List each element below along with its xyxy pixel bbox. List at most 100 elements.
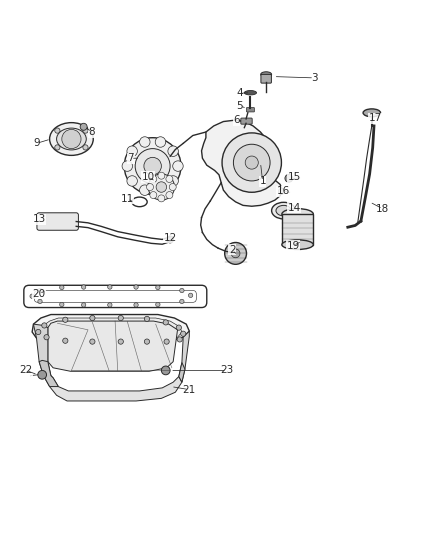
Text: 16: 16 xyxy=(277,187,290,196)
Circle shape xyxy=(135,149,170,183)
Polygon shape xyxy=(201,120,283,206)
Circle shape xyxy=(168,146,178,156)
Polygon shape xyxy=(179,362,185,382)
Circle shape xyxy=(38,299,42,304)
Circle shape xyxy=(60,285,64,289)
Circle shape xyxy=(83,128,88,133)
Circle shape xyxy=(166,191,173,199)
Ellipse shape xyxy=(282,240,313,249)
Circle shape xyxy=(108,285,112,289)
Text: 12: 12 xyxy=(163,233,177,243)
Ellipse shape xyxy=(363,109,381,117)
Circle shape xyxy=(63,317,68,322)
Circle shape xyxy=(62,130,81,149)
FancyBboxPatch shape xyxy=(247,108,254,112)
Circle shape xyxy=(166,236,173,243)
Circle shape xyxy=(35,329,41,335)
Circle shape xyxy=(83,145,88,150)
Text: 15: 15 xyxy=(287,172,301,182)
Circle shape xyxy=(80,123,87,130)
Circle shape xyxy=(134,285,138,289)
Circle shape xyxy=(145,339,150,344)
Circle shape xyxy=(188,293,193,297)
Circle shape xyxy=(155,185,166,196)
Circle shape xyxy=(173,161,183,171)
Circle shape xyxy=(180,331,186,336)
Circle shape xyxy=(155,137,166,147)
Circle shape xyxy=(38,288,42,293)
Text: 14: 14 xyxy=(287,203,301,213)
Circle shape xyxy=(118,316,124,321)
Circle shape xyxy=(127,146,138,156)
Circle shape xyxy=(245,156,258,169)
Polygon shape xyxy=(49,376,182,401)
Circle shape xyxy=(44,335,49,340)
Circle shape xyxy=(166,175,173,182)
Circle shape xyxy=(122,161,133,171)
Text: 7: 7 xyxy=(127,153,134,163)
Circle shape xyxy=(158,172,165,179)
Text: 13: 13 xyxy=(32,214,46,224)
Circle shape xyxy=(81,285,86,289)
Ellipse shape xyxy=(276,205,291,216)
Circle shape xyxy=(108,303,112,307)
Text: 10: 10 xyxy=(142,172,155,182)
Text: 2: 2 xyxy=(229,245,235,255)
Circle shape xyxy=(145,316,150,321)
Text: 9: 9 xyxy=(33,139,40,148)
Text: 18: 18 xyxy=(376,204,389,214)
Circle shape xyxy=(169,183,176,190)
Circle shape xyxy=(158,195,165,202)
Polygon shape xyxy=(48,321,177,372)
Text: 20: 20 xyxy=(32,288,46,298)
Ellipse shape xyxy=(272,203,296,219)
Ellipse shape xyxy=(57,128,86,150)
Circle shape xyxy=(63,338,68,343)
Circle shape xyxy=(140,185,150,196)
Text: 21: 21 xyxy=(183,385,196,394)
Circle shape xyxy=(55,128,60,133)
Text: 22: 22 xyxy=(19,366,33,375)
Circle shape xyxy=(60,302,64,306)
Circle shape xyxy=(144,157,161,175)
Circle shape xyxy=(155,285,160,289)
Circle shape xyxy=(90,316,95,321)
Polygon shape xyxy=(282,214,313,245)
Polygon shape xyxy=(39,318,182,341)
Circle shape xyxy=(222,133,282,192)
Polygon shape xyxy=(39,360,58,386)
Ellipse shape xyxy=(244,91,257,95)
Circle shape xyxy=(231,249,240,258)
FancyBboxPatch shape xyxy=(37,213,78,230)
Circle shape xyxy=(168,176,178,186)
Circle shape xyxy=(90,339,95,344)
Circle shape xyxy=(42,323,47,328)
Circle shape xyxy=(134,303,138,307)
Circle shape xyxy=(38,370,46,379)
Circle shape xyxy=(124,138,181,195)
Text: 8: 8 xyxy=(88,127,95,137)
FancyBboxPatch shape xyxy=(261,75,272,83)
Text: 1: 1 xyxy=(259,176,266,187)
Circle shape xyxy=(155,302,160,306)
Text: 11: 11 xyxy=(121,194,134,204)
Circle shape xyxy=(156,182,166,192)
Circle shape xyxy=(161,366,170,375)
Circle shape xyxy=(127,176,138,186)
Circle shape xyxy=(279,188,285,195)
Ellipse shape xyxy=(282,208,313,220)
Text: 5: 5 xyxy=(237,101,243,111)
Circle shape xyxy=(163,320,168,325)
Circle shape xyxy=(164,339,169,344)
Text: 6: 6 xyxy=(233,115,240,125)
Text: 17: 17 xyxy=(369,113,382,123)
Circle shape xyxy=(177,337,182,342)
Circle shape xyxy=(285,174,293,182)
Text: 4: 4 xyxy=(237,88,243,98)
Circle shape xyxy=(176,325,181,330)
Circle shape xyxy=(233,144,270,181)
Circle shape xyxy=(30,294,34,298)
Text: 19: 19 xyxy=(286,240,300,251)
Text: 3: 3 xyxy=(311,73,318,83)
FancyBboxPatch shape xyxy=(241,118,252,124)
